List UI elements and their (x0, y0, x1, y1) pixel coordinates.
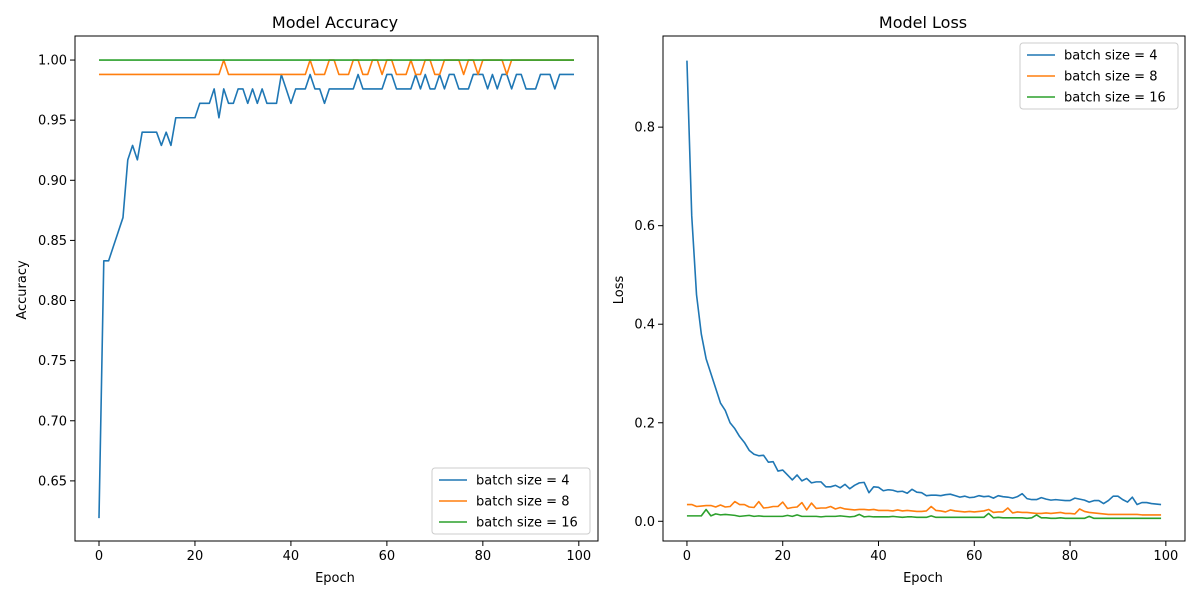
y-tick-label: 1.00 (38, 54, 67, 69)
y-tick-label: 0.8 (634, 121, 655, 136)
y-tick-label: 0.4 (634, 318, 655, 333)
plot-frame (74, 35, 599, 542)
loss-chart: Model Loss Epoch Loss 0 20 40 60 80 100 0.0 0.2… (612, 13, 1186, 586)
x-tick-label: 60 (379, 549, 396, 564)
legend: batch size = 4 batch size = 8 batch size =… (431, 467, 591, 535)
legend-label: batch size = 16 (476, 516, 578, 531)
legend-box (431, 467, 591, 535)
y-tick-label: 0.75 (38, 354, 67, 369)
x-axis-label: Epoch (315, 571, 355, 586)
plot-frame (662, 35, 1186, 542)
legend: batch size = 4 batch size = 8 batch size =… (1019, 42, 1179, 110)
chart-title: Model Loss (879, 13, 967, 32)
y-axis-label: Accuracy (15, 260, 30, 320)
chart-title: Model Accuracy (272, 13, 398, 32)
legend-box (1019, 42, 1179, 110)
x-tick-label: 40 (870, 549, 887, 564)
y-tick-label: 0.80 (38, 294, 67, 309)
legend-label: batch size = 4 (1064, 49, 1157, 64)
series-lines (98, 59, 575, 519)
series-line-2 (686, 500, 1162, 516)
legend-label: batch size = 8 (1064, 70, 1157, 85)
x-tick-label: 0 (95, 549, 103, 564)
legend-label: batch size = 4 (476, 474, 569, 489)
series-line-3 (686, 508, 1162, 520)
series-line-1 (98, 73, 575, 519)
series-line-2 (98, 59, 575, 76)
x-tick-label: 20 (187, 549, 204, 564)
y-axis-label: Loss (612, 276, 627, 305)
x-tick-label: 100 (566, 549, 591, 564)
y-tick-label: 0.2 (634, 416, 655, 431)
legend-label: batch size = 8 (476, 495, 569, 510)
x-tick-label: 40 (283, 549, 300, 564)
series-line-1 (686, 60, 1162, 506)
accuracy-chart: Model Accuracy Epoch Accuracy 0 20 40 60 80 1… (15, 13, 599, 586)
x-tick-label: 20 (774, 549, 791, 564)
x-tick-label: 0 (683, 549, 691, 564)
x-tick-label: 80 (1062, 549, 1079, 564)
x-axis-label: Epoch (903, 571, 943, 586)
y-tick-label: 0.0 (634, 515, 655, 530)
series-lines (686, 60, 1162, 520)
legend-label: batch size = 16 (1064, 91, 1166, 106)
y-tick-label: 0.70 (38, 414, 67, 429)
x-tick-label: 80 (475, 549, 492, 564)
y-tick-label: 0.85 (38, 234, 67, 249)
y-tick-label: 0.65 (38, 474, 67, 489)
x-tick-label: 100 (1153, 549, 1178, 564)
y-tick-label: 0.6 (634, 219, 655, 234)
x-tick-label: 60 (966, 549, 983, 564)
y-tick-label: 0.95 (38, 114, 67, 129)
y-tick-label: 0.90 (38, 174, 67, 189)
